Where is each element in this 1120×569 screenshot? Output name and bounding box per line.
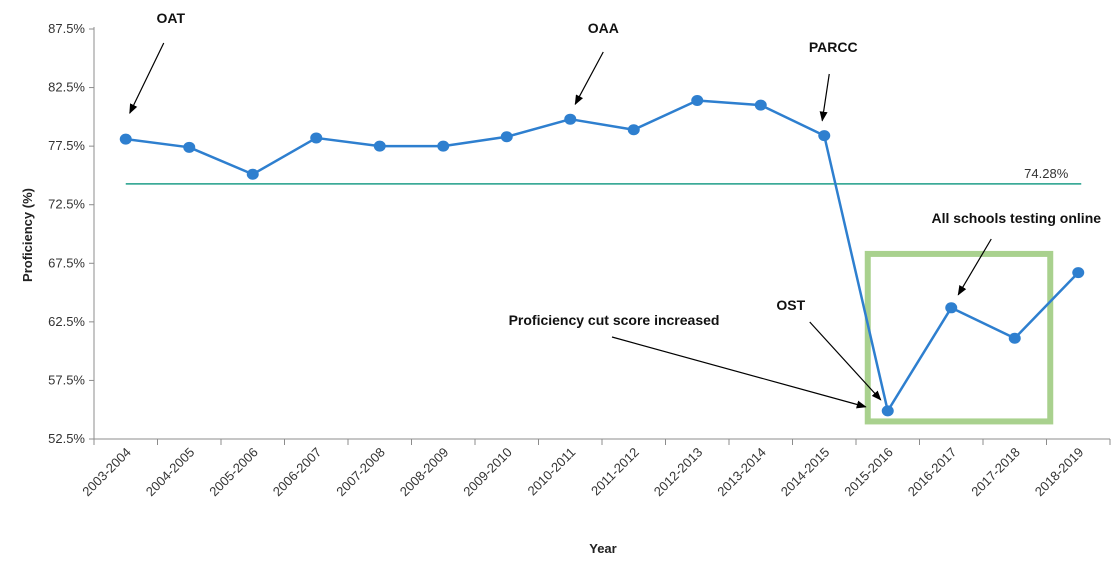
x-tick-label: 2008-2009 xyxy=(397,445,452,500)
x-axis-title: Year xyxy=(589,541,616,556)
annotation-arrow xyxy=(574,51,604,106)
x-tick-label: 2005-2006 xyxy=(206,445,261,500)
annotation-label: OST xyxy=(776,297,805,313)
data-point xyxy=(373,140,386,152)
data-point xyxy=(564,113,577,125)
x-tick-label: 2016-2017 xyxy=(905,445,960,500)
x-tick-label: 2011-2012 xyxy=(588,445,642,499)
annotation-label: All schools testing online xyxy=(931,210,1101,226)
data-point xyxy=(119,133,132,145)
x-tick-label: 2012-2013 xyxy=(651,445,706,500)
y-tick-label: 57.5% xyxy=(48,372,85,387)
x-tick-label: 2018-2019 xyxy=(1032,445,1087,500)
data-point xyxy=(945,302,958,314)
annotation-arrow xyxy=(129,42,165,115)
x-tick-label: 2003-2004 xyxy=(79,445,134,500)
annotation-arrow xyxy=(819,73,830,122)
y-tick-label: 52.5% xyxy=(48,431,85,446)
x-tick-label: 2009-2010 xyxy=(460,445,515,500)
annotation-label: PARCC xyxy=(809,39,858,55)
y-tick-label: 87.5% xyxy=(48,21,85,36)
annotation-arrow xyxy=(809,321,882,401)
data-point xyxy=(881,405,894,417)
highlight-box-group xyxy=(864,250,1054,425)
x-tick-label: 2014-2015 xyxy=(778,445,833,500)
y-tick-label: 72.5% xyxy=(48,197,85,212)
highlight-box xyxy=(864,250,1054,425)
x-tick-label: 2006-2007 xyxy=(270,445,325,500)
x-tick-label: 2013-2014 xyxy=(714,445,769,500)
data-point xyxy=(310,132,323,144)
reference-line-label: 74.28% xyxy=(1024,166,1069,181)
data-point xyxy=(183,141,196,153)
axes: 52.5% 57.5% 62.5% 67.5% 72.5% 77.5% 82.5% 87.5%… xyxy=(48,21,1111,500)
y-tick-label: 62.5% xyxy=(48,314,85,329)
data-point xyxy=(437,140,450,152)
data-point xyxy=(500,131,513,143)
annotation-arrow xyxy=(611,336,867,409)
data-point xyxy=(818,130,831,142)
data-point xyxy=(754,99,767,111)
x-tick-label: 2010-2011 xyxy=(524,445,578,499)
reference-line-group: 74.28% xyxy=(125,166,1082,185)
x-tick-label: 2004-2005 xyxy=(143,445,198,500)
y-axis-title: Proficiency (%) xyxy=(20,188,35,282)
annotation-label: Proficiency cut score increased xyxy=(509,312,720,328)
data-point xyxy=(1072,267,1085,279)
data-point xyxy=(691,94,704,106)
y-tick-label: 77.5% xyxy=(48,138,85,153)
y-tick-label: 67.5% xyxy=(48,255,85,270)
x-tick-label: 2007-2008 xyxy=(333,445,388,500)
annotation-label: OAT xyxy=(156,10,185,26)
data-point xyxy=(246,168,259,180)
x-tick-label: 2015-2016 xyxy=(841,445,896,500)
series-group xyxy=(119,94,1085,417)
data-point xyxy=(1008,332,1021,344)
annotation-arrow xyxy=(957,238,992,296)
data-point xyxy=(627,124,640,136)
annotation-label: OAA xyxy=(588,20,619,36)
series-line xyxy=(125,99,1080,413)
y-tick-label: 82.5% xyxy=(48,80,85,95)
annotations-group: OAT OAA PARCC OST Proficiency cut score incr… xyxy=(129,10,1101,409)
x-tick-label: 2017-2018 xyxy=(968,445,1023,500)
